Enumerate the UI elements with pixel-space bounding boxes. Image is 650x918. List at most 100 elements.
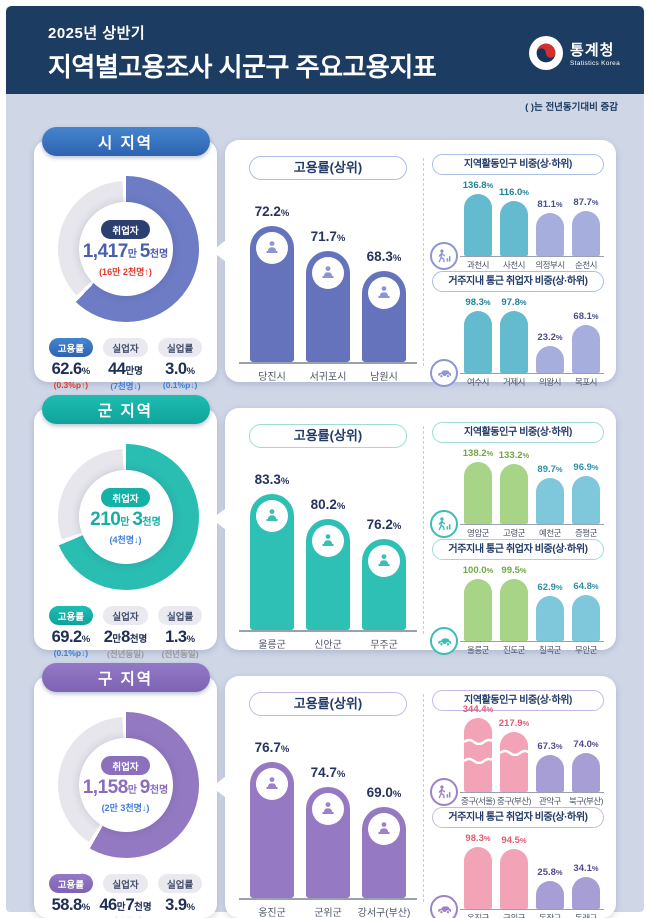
bar-labels: 옹진군 군위군 강서구(부산) bbox=[239, 904, 417, 918]
bar-value: 72.2% bbox=[254, 204, 290, 219]
bar-labels: 울릉군 신안군 무주군 bbox=[239, 636, 417, 651]
bar-group: 76.2% bbox=[356, 516, 412, 630]
bar-label: 군위군 bbox=[503, 913, 525, 918]
bars-row: 98.3% 97.8% 23.2% 68.1% bbox=[430, 294, 604, 387]
page-title: 지역별고용조사 시군구 주요고용지표 bbox=[48, 52, 437, 82]
stat-label: 실업률 bbox=[157, 874, 203, 893]
chart-title: 고용률(상위) bbox=[249, 692, 407, 716]
bar-label: 옹진군 bbox=[467, 913, 489, 918]
bar bbox=[572, 595, 600, 641]
bar bbox=[306, 251, 350, 362]
bar-group: 71.7% bbox=[300, 228, 356, 362]
bar-labels: 여수시 거제시 의왕시 목포시 bbox=[460, 376, 604, 388]
stat-change: (0.3%p↑) bbox=[53, 380, 89, 390]
bar-label: 강서구(부산) bbox=[357, 908, 411, 918]
bar-group: 68.3% bbox=[356, 248, 412, 362]
bar-value: 80.2% bbox=[310, 497, 346, 512]
stat-unemployed: 실업자 44만명 (7천명↓) bbox=[99, 338, 153, 392]
bar-label: 무주군 bbox=[370, 640, 398, 651]
side-panels: 지역활동인구 비중(상·하위) 138.2% 133.2% 89.7% 96.9… bbox=[430, 420, 606, 655]
bar bbox=[250, 226, 294, 362]
bar-value: 81.1% bbox=[537, 198, 563, 210]
stat-change: (0.1%p↓) bbox=[153, 916, 207, 918]
taegeuk-icon bbox=[529, 36, 564, 70]
bar bbox=[500, 848, 528, 909]
employed-change: (4천명↓) bbox=[109, 535, 142, 545]
bar bbox=[306, 787, 350, 898]
chart-title: 고용률(상위) bbox=[249, 424, 407, 448]
bar-group: 87.7% bbox=[568, 197, 604, 256]
bar-group: 99.5% bbox=[496, 565, 532, 641]
bar-value: 83.3% bbox=[254, 472, 290, 487]
bar-label: 중구(서울) bbox=[461, 796, 495, 806]
bar-value: 68.3% bbox=[366, 249, 402, 264]
bar-group: 68.1% bbox=[568, 311, 604, 373]
stat-value: 3.9% bbox=[165, 896, 196, 914]
commute-share-panel: 거주지내 통근 취업자 비중(상·하위) 98.3% 94.5% 25.8% 3… bbox=[430, 807, 604, 918]
detail-card: 고용률(상위) 72.2% 71.7% bbox=[212, 140, 616, 387]
bar bbox=[500, 201, 528, 256]
bars-row: 98.3% 94.5% 25.8% 34.1% bbox=[430, 830, 604, 918]
summary-stats: 고용률 58.8% (0.2%p↓) 실업자 46만7천명 (1만 6천명↓) … bbox=[34, 873, 217, 918]
bar-value: 344.4% bbox=[462, 704, 494, 715]
bar-value: 67.3% bbox=[537, 741, 563, 753]
bars-row: 344.4% 217.9% 67.3% 74.0% bbox=[430, 704, 604, 806]
bar-group: 100.0% bbox=[460, 565, 496, 641]
bars-row: 100.0% 99.5% 62.9% 64.8% bbox=[430, 562, 604, 655]
bar bbox=[464, 718, 492, 792]
stat-value: 46만7천명 bbox=[99, 896, 152, 914]
employed-badge: 취업자 bbox=[101, 756, 150, 775]
bar-label: 무안군 bbox=[575, 645, 597, 655]
walking-person-icon bbox=[430, 510, 458, 538]
bar-group: 62.9% bbox=[532, 582, 568, 641]
stat-value: 1.3% bbox=[165, 628, 196, 646]
bar bbox=[500, 311, 528, 373]
bar-value: 64.8% bbox=[573, 581, 599, 593]
region-section: 시 지역 취업자 1,417만 5천명 (16만 2천명↑) 고용률 62.6%… bbox=[34, 127, 616, 391]
bar-group: 97.8% bbox=[496, 297, 532, 373]
stat-employment-rate: 고용률 69.2% (0.1%p↓) bbox=[44, 605, 98, 660]
bar-label: 사천시 bbox=[503, 260, 525, 270]
bar-group: 81.1% bbox=[532, 199, 568, 256]
employed-badge: 취업자 bbox=[101, 488, 150, 507]
donut-center: 취업자 1,158만 9천명 (2만 3천명↓) bbox=[78, 738, 173, 832]
bar-group: 138.2% bbox=[460, 448, 496, 524]
bar-value: 98.3% bbox=[465, 297, 491, 308]
bar bbox=[362, 539, 406, 630]
bar-labels: 옹진군 군위군 동작구 동래구 bbox=[460, 912, 604, 918]
bar bbox=[464, 579, 492, 641]
bar bbox=[464, 847, 492, 909]
stat-value: 69.2% bbox=[51, 628, 91, 646]
bar-label: 순천시 bbox=[575, 260, 597, 270]
bar-group: 98.3% bbox=[460, 833, 496, 909]
bar-label: 예천군 bbox=[539, 528, 561, 538]
stat-value: 2만8천명 bbox=[103, 628, 148, 646]
bar bbox=[572, 877, 600, 909]
bars-row: 76.7% 74.7% bbox=[239, 732, 417, 900]
stat-unemployed: 실업자 2만8천명 (전년동일) bbox=[99, 606, 153, 660]
commute-share-panel: 거주지내 통근 취업자 비중(상·하위) 98.3% 97.8% 23.2% 6… bbox=[430, 271, 604, 388]
employed-change: (16만 2천명↑) bbox=[99, 267, 152, 277]
bar-value: 62.9% bbox=[537, 582, 563, 594]
bar-label: 과천시 bbox=[467, 260, 489, 270]
bar-value: 68.1% bbox=[573, 311, 599, 323]
stat-change: (전년동일) bbox=[161, 649, 199, 659]
bar-group: 133.2% bbox=[496, 450, 532, 524]
bar-label: 칠곡군 bbox=[539, 645, 561, 655]
bar-label: 울릉군 bbox=[467, 645, 489, 655]
bar bbox=[572, 325, 600, 373]
bar-value: 97.8% bbox=[501, 297, 527, 309]
bar-group: 74.7% bbox=[300, 764, 356, 898]
bar-group: 34.1% bbox=[568, 863, 604, 909]
panel-title: 지역활동인구 비중(상·하위) bbox=[432, 154, 604, 175]
stat-change: (전년동일) bbox=[107, 649, 144, 659]
active-population-panel: 지역활동인구 비중(상·하위) 136.8% 116.0% 81.1% 87.7… bbox=[430, 154, 604, 271]
bar-label: 군위군 bbox=[314, 908, 342, 918]
panel-title: 거주지내 통근 취업자 비중(상·하위) bbox=[432, 539, 604, 560]
worker-icon bbox=[368, 813, 400, 845]
panel-title: 지역활동인구 비중(상·하위) bbox=[432, 690, 604, 711]
stat-label: 실업자 bbox=[103, 606, 148, 625]
bar bbox=[464, 462, 492, 524]
employment-rate-top-chart: 고용률(상위) 76.7% 74.7% bbox=[239, 688, 417, 918]
bar bbox=[536, 596, 564, 641]
